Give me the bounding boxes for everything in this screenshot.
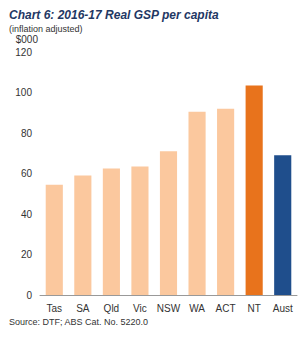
svg-text:Aust: Aust bbox=[273, 303, 293, 314]
svg-text:NSW: NSW bbox=[157, 303, 181, 314]
svg-text:(inflation adjusted): (inflation adjusted) bbox=[9, 24, 83, 34]
svg-text:Chart 6: 2016-17 Real GSP per: Chart 6: 2016-17 Real GSP per capita bbox=[9, 8, 219, 22]
svg-text:NT: NT bbox=[247, 303, 260, 314]
svg-text:100: 100 bbox=[15, 87, 32, 98]
svg-text:WA: WA bbox=[189, 303, 205, 314]
svg-text:60: 60 bbox=[21, 168, 33, 179]
svg-text:SA: SA bbox=[76, 303, 90, 314]
svg-text:40: 40 bbox=[21, 209, 33, 220]
svg-text:Source: DTF; ABS Cat. No. 5220: Source: DTF; ABS Cat. No. 5220.0 bbox=[9, 317, 148, 327]
svg-text:ACT: ACT bbox=[216, 303, 236, 314]
svg-text:120: 120 bbox=[15, 47, 32, 58]
svg-text:0: 0 bbox=[26, 290, 32, 301]
svg-text:20: 20 bbox=[21, 249, 33, 260]
svg-text:Vic: Vic bbox=[133, 303, 147, 314]
svg-text:Qld: Qld bbox=[104, 303, 120, 314]
svg-text:$000: $000 bbox=[16, 34, 39, 45]
svg-text:80: 80 bbox=[21, 128, 33, 139]
svg-text:Tas: Tas bbox=[46, 303, 62, 314]
